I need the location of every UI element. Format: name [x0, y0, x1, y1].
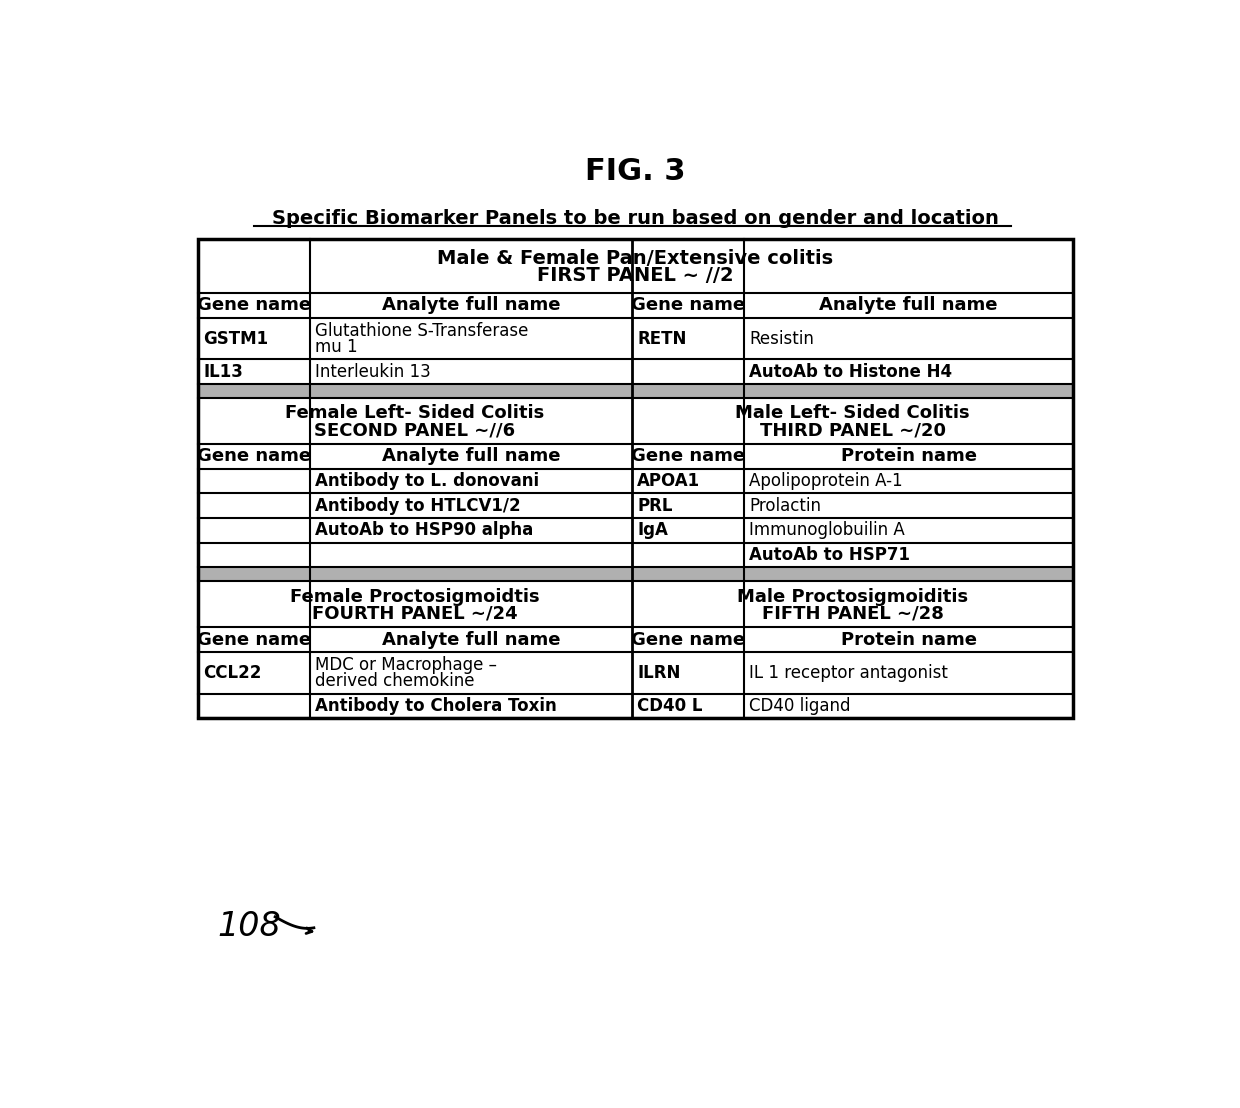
- Bar: [197, 239, 1074, 294]
- Text: Gene name: Gene name: [631, 448, 745, 465]
- Bar: [197, 318, 1074, 359]
- Text: Antibody to L. donovani: Antibody to L. donovani: [315, 472, 539, 490]
- Text: AutoAb to HSP71: AutoAb to HSP71: [749, 546, 910, 564]
- Bar: [197, 469, 1074, 493]
- Text: Male Proctosigmoiditis: Male Proctosigmoiditis: [737, 587, 968, 605]
- Bar: [197, 543, 1074, 567]
- Text: Male & Female Pan/Extensive colitis: Male & Female Pan/Extensive colitis: [438, 249, 833, 268]
- Text: Gene name: Gene name: [197, 448, 311, 465]
- Text: Female Proctosigmoidtis: Female Proctosigmoidtis: [290, 587, 539, 605]
- Text: CD40 ligand: CD40 ligand: [749, 697, 851, 715]
- Text: derived chemokine: derived chemokine: [315, 673, 475, 690]
- Text: Resistin: Resistin: [749, 329, 815, 348]
- Text: FIG. 3: FIG. 3: [585, 157, 686, 186]
- Text: Antibody to HTLCV1/2: Antibody to HTLCV1/2: [315, 496, 521, 514]
- Bar: [197, 294, 1074, 318]
- Text: IL 1 receptor antagonist: IL 1 receptor antagonist: [749, 664, 949, 681]
- Text: CD40 L: CD40 L: [637, 697, 703, 715]
- Bar: [197, 627, 1074, 652]
- Text: RETN: RETN: [637, 329, 687, 348]
- Text: Protein name: Protein name: [841, 630, 977, 648]
- Text: Gene name: Gene name: [631, 630, 745, 648]
- Text: FOURTH PANEL ∼/24: FOURTH PANEL ∼/24: [311, 605, 517, 623]
- Text: PRL: PRL: [637, 496, 672, 514]
- Bar: [197, 581, 631, 627]
- Text: FIRST PANEL ∼ //2: FIRST PANEL ∼ //2: [537, 266, 734, 285]
- Text: Analyte full name: Analyte full name: [382, 297, 560, 315]
- Text: THIRD PANEL ∼/20: THIRD PANEL ∼/20: [759, 421, 945, 439]
- Text: Female Left- Sided Colitis: Female Left- Sided Colitis: [285, 404, 544, 422]
- Bar: [197, 517, 1074, 543]
- Text: Analyte full name: Analyte full name: [382, 448, 560, 465]
- Text: Apolipoprotein A-1: Apolipoprotein A-1: [749, 472, 903, 490]
- Text: APOA1: APOA1: [637, 472, 701, 490]
- Text: IgA: IgA: [637, 521, 668, 540]
- Bar: [197, 444, 1074, 469]
- Text: AutoAb to HSP90 alpha: AutoAb to HSP90 alpha: [315, 521, 533, 540]
- Text: Immunoglobuilin A: Immunoglobuilin A: [749, 521, 905, 540]
- Text: Gene name: Gene name: [197, 297, 311, 315]
- Text: ILRN: ILRN: [637, 664, 681, 681]
- Bar: [197, 652, 1074, 694]
- Text: IL13: IL13: [203, 362, 243, 381]
- Bar: [197, 493, 1074, 517]
- Text: mu 1: mu 1: [315, 338, 358, 356]
- Text: Analyte full name: Analyte full name: [382, 630, 560, 648]
- Text: Male Left- Sided Colitis: Male Left- Sided Colitis: [735, 404, 970, 422]
- Text: SECOND PANEL ∼//6: SECOND PANEL ∼//6: [314, 421, 515, 439]
- Text: AutoAb to Histone H4: AutoAb to Histone H4: [749, 362, 952, 381]
- Bar: [197, 384, 1074, 398]
- Text: Analyte full name: Analyte full name: [820, 297, 998, 315]
- Bar: [197, 567, 1074, 581]
- Text: Glutathione S-Transferase: Glutathione S-Transferase: [315, 321, 528, 340]
- Bar: [197, 398, 631, 444]
- Text: Prolactin: Prolactin: [749, 496, 821, 514]
- Bar: [631, 398, 1074, 444]
- Text: FIFTH PANEL ∼/28: FIFTH PANEL ∼/28: [761, 605, 944, 623]
- Text: Gene name: Gene name: [197, 630, 311, 648]
- Bar: [197, 359, 1074, 384]
- Text: Protein name: Protein name: [841, 448, 977, 465]
- Text: 108: 108: [217, 910, 280, 943]
- Text: MDC or Macrophage –: MDC or Macrophage –: [315, 656, 497, 674]
- Text: CCL22: CCL22: [203, 664, 262, 681]
- Bar: [631, 581, 1074, 627]
- Text: Antibody to Cholera Toxin: Antibody to Cholera Toxin: [315, 697, 557, 715]
- Text: Specific Biomarker Panels to be run based on gender and location: Specific Biomarker Panels to be run base…: [272, 209, 999, 228]
- Text: GSTM1: GSTM1: [203, 329, 268, 348]
- Text: Interleukin 13: Interleukin 13: [315, 362, 432, 381]
- Bar: [197, 239, 1074, 718]
- Text: Gene name: Gene name: [631, 297, 745, 315]
- Bar: [197, 694, 1074, 718]
